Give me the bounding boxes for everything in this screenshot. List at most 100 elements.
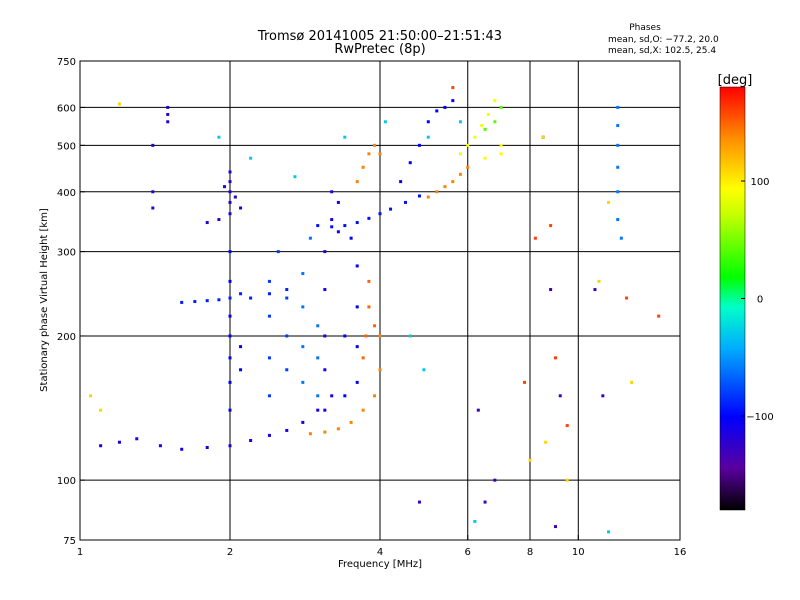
data-point (483, 500, 487, 504)
data-point (630, 380, 634, 384)
data-point (616, 143, 620, 147)
data-point (223, 185, 227, 189)
data-point (343, 135, 347, 139)
data-point (135, 437, 139, 441)
data-point (285, 334, 289, 338)
data-point (323, 288, 327, 292)
data-point (625, 296, 629, 300)
data-point (367, 279, 371, 283)
data-point (493, 99, 497, 103)
data-point (267, 356, 271, 360)
x-tick-label: 8 (527, 547, 533, 558)
data-point (301, 380, 305, 384)
data-point (180, 447, 184, 451)
data-point (228, 356, 232, 360)
data-point (323, 408, 327, 412)
data-point (239, 292, 243, 296)
data-point (367, 152, 371, 156)
data-point (544, 440, 548, 444)
data-point (373, 324, 377, 328)
data-point (330, 394, 334, 398)
data-point (528, 458, 532, 462)
data-point (217, 135, 221, 139)
data-point (607, 200, 611, 204)
data-point (367, 216, 371, 220)
data-point (336, 200, 340, 204)
data-point (228, 190, 232, 194)
data-point (493, 120, 497, 124)
data-point (228, 212, 232, 216)
data-point (553, 525, 557, 529)
data-point (323, 430, 327, 434)
data-point (217, 218, 221, 222)
data-point (308, 236, 312, 240)
y-tick-label: 75 (63, 536, 76, 547)
data-point (99, 408, 103, 412)
data-point (336, 427, 340, 431)
data-point (476, 408, 480, 412)
data-point (308, 432, 312, 436)
x-tick-label: 2 (227, 547, 233, 558)
data-point (558, 394, 562, 398)
data-point (349, 236, 353, 240)
data-point (151, 143, 155, 147)
data-point (355, 380, 359, 384)
data-point (239, 368, 243, 372)
data-point (426, 195, 430, 199)
data-point (330, 218, 334, 222)
data-point (443, 185, 447, 189)
data-point (267, 279, 271, 283)
data-point (267, 394, 271, 398)
data-point (285, 428, 289, 432)
data-point (553, 356, 557, 360)
data-point (276, 250, 280, 254)
data-point (267, 292, 271, 296)
data-point (316, 394, 320, 398)
data-point (565, 424, 569, 428)
data-point (151, 206, 155, 210)
data-point (228, 314, 232, 318)
data-point (458, 172, 462, 176)
y-tick-label: 600 (57, 103, 76, 114)
data-point (466, 143, 470, 147)
data-point (493, 478, 497, 482)
data-point (228, 408, 232, 412)
data-point (316, 224, 320, 228)
data-point (233, 195, 237, 199)
data-points (89, 86, 661, 534)
grid-lines (80, 61, 680, 540)
data-point (249, 439, 253, 443)
data-point (499, 143, 503, 147)
data-point (361, 408, 365, 412)
colorbar-label: [deg] (718, 73, 753, 88)
data-point (458, 152, 462, 156)
data-point (473, 519, 477, 523)
data-point (323, 250, 327, 254)
data-point (99, 444, 103, 448)
data-point (565, 478, 569, 482)
data-point (166, 120, 170, 124)
data-point (619, 236, 623, 240)
x-tick-label: 10 (572, 547, 585, 558)
data-point (355, 264, 359, 268)
data-point (364, 334, 368, 338)
x-tick-label: 16 (674, 547, 687, 558)
data-point (249, 296, 253, 300)
colorbar (719, 86, 746, 511)
data-point (267, 433, 271, 437)
data-point (378, 152, 382, 156)
data-point (117, 440, 121, 444)
data-point (378, 334, 382, 338)
y-axis-ticks: 75 100 200 300 400 500 600 750 (57, 57, 85, 547)
stats-title: Phases (629, 23, 661, 33)
data-point (249, 156, 253, 160)
data-point (285, 296, 289, 300)
data-point (355, 221, 359, 225)
data-point (426, 135, 430, 139)
data-point (616, 190, 620, 194)
data-point (616, 165, 620, 169)
data-point (205, 221, 209, 225)
data-point (458, 120, 462, 124)
data-point (180, 300, 184, 304)
